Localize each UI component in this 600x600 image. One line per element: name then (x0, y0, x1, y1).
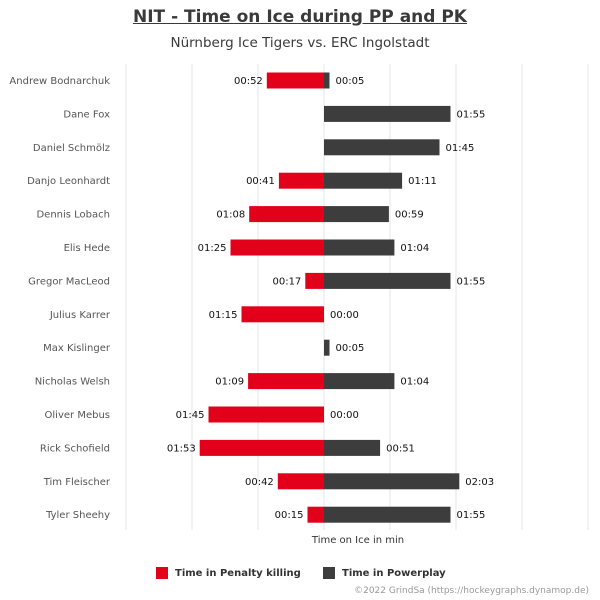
category-label: Rick Schofield (40, 443, 110, 454)
data-label-powerplay: 01:55 (457, 510, 486, 521)
category-label: Elis Hede (64, 243, 110, 254)
category-label: Julius Karrer (49, 310, 111, 321)
bar-penalty-killing (307, 506, 324, 523)
bar-powerplay (324, 139, 440, 156)
category-label: Tim Fleischer (43, 477, 111, 488)
bar-powerplay (324, 105, 451, 122)
bar-penalty-killing (241, 306, 324, 323)
category-label: Tyler Sheehy (45, 510, 110, 521)
bar-powerplay (324, 473, 460, 490)
category-label: Nicholas Welsh (35, 377, 110, 388)
bar-powerplay (324, 373, 395, 390)
data-label-penalty-killing: 01:45 (176, 410, 205, 421)
category-label: Dane Fox (63, 109, 110, 120)
data-label-penalty-killing: 01:15 (209, 310, 238, 321)
x-axis-label: Time on Ice in min (311, 535, 405, 546)
bar-powerplay (324, 272, 451, 289)
data-label-powerplay: 00:05 (336, 76, 365, 87)
data-label-powerplay: 00:00 (330, 310, 359, 321)
data-label-powerplay: 00:59 (395, 210, 424, 221)
data-label-powerplay: 01:04 (400, 243, 429, 254)
bar-powerplay (324, 72, 330, 89)
category-label: Oliver Mebus (45, 410, 110, 421)
bar-powerplay (324, 239, 395, 256)
bar-penalty-killing (199, 439, 324, 456)
category-label: Max Kislinger (43, 343, 111, 354)
data-label-penalty-killing: 00:42 (245, 477, 274, 488)
bar-penalty-killing (230, 239, 324, 256)
legend-label-pk: Time in Penalty killing (175, 567, 301, 579)
bar-penalty-killing (266, 72, 324, 89)
bar-penalty-killing (248, 373, 324, 390)
legend-swatch-pp (323, 567, 335, 579)
legend-label-pp: Time in Powerplay (342, 567, 446, 579)
bar-penalty-killing (278, 172, 324, 189)
data-label-penalty-killing: 00:15 (275, 510, 304, 521)
data-label-penalty-killing: 01:08 (216, 210, 245, 221)
data-label-powerplay: 01:55 (457, 109, 486, 120)
data-label-powerplay: 01:55 (457, 276, 486, 287)
data-label-powerplay: 00:05 (336, 343, 365, 354)
chart-subtitle: Nürnberg Ice Tigers vs. ERC Ingolstadt (170, 35, 430, 51)
bar-penalty-killing (249, 206, 324, 223)
bar-powerplay (324, 339, 330, 356)
bar-penalty-killing (208, 406, 324, 423)
data-label-powerplay: 00:00 (330, 410, 359, 421)
category-label: Gregor MacLeod (28, 276, 110, 287)
bar-powerplay (324, 206, 389, 223)
category-label: Daniel Schmölz (33, 143, 110, 154)
bar-powerplay (324, 439, 381, 456)
bar-penalty-killing (305, 272, 324, 289)
legend-item-pk: Time in Penalty killing (156, 567, 301, 579)
data-label-penalty-killing: 00:17 (272, 276, 301, 287)
data-label-penalty-killing: 00:41 (246, 176, 275, 187)
data-label-penalty-killing: 00:52 (234, 76, 263, 87)
data-label-penalty-killing: 01:09 (215, 377, 244, 388)
bar-powerplay (324, 506, 451, 523)
credit-text: ©2022 GrindSa (https://hockeygraphs.dyna… (354, 586, 589, 596)
bar-powerplay (324, 172, 403, 189)
data-label-powerplay: 00:51 (386, 443, 415, 454)
data-label-powerplay: 01:45 (446, 143, 475, 154)
category-label: Andrew Bodnarchuk (9, 76, 110, 87)
data-label-penalty-killing: 01:25 (198, 243, 227, 254)
data-label-powerplay: 01:11 (408, 176, 437, 187)
data-label-powerplay: 02:03 (465, 477, 494, 488)
bar-penalty-killing (277, 473, 324, 490)
data-label-powerplay: 01:04 (400, 377, 429, 388)
category-label: Danjo Leonhardt (27, 176, 110, 187)
legend-item-pp: Time in Powerplay (323, 567, 446, 579)
data-label-penalty-killing: 01:53 (167, 443, 196, 454)
chart-title: NIT - Time on Ice during PP and PK (133, 7, 467, 27)
category-label: Dennis Lobach (36, 210, 110, 221)
legend-swatch-pk (156, 567, 168, 579)
